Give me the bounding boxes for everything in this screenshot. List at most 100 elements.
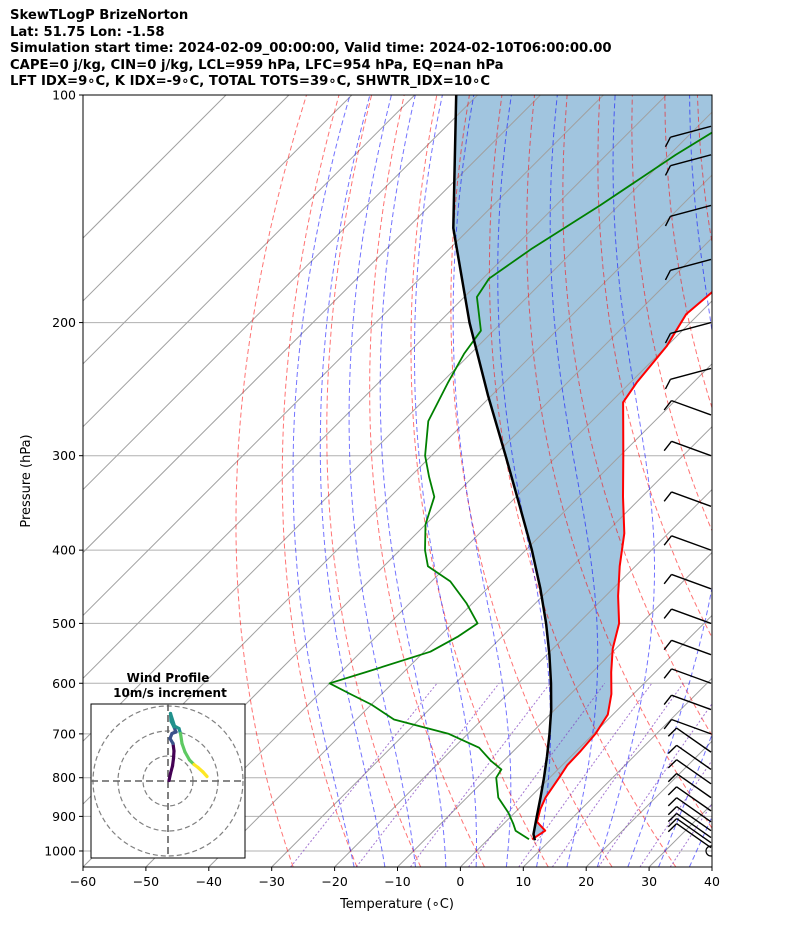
x-tick-label: 30 [641,874,657,889]
wind-barb-shaft [676,806,712,832]
indices-line-2: LFT IDX=9∘C, K IDX=-9∘C, TOTAL TOTS=39∘C… [10,74,491,90]
wind-barb-flag [663,574,673,585]
wind-barb [667,727,712,753]
isotherm [83,111,712,742]
wind-barb [667,797,712,823]
location-line: Lat: 51.75 Lon: -1.58 [10,24,165,40]
wind-barb-flag [663,668,673,679]
x-tick-label: −10 [384,874,410,889]
y-tick-label: 300 [52,448,76,463]
wind-barb [664,125,712,148]
wind-barb-flag [663,719,673,730]
dry-adiabat [326,95,422,867]
wind-barb [664,367,712,390]
moist-adiabat [414,95,477,867]
wind-barb-flag [663,608,673,619]
wind-barb-shaft [676,786,712,812]
wind-barb-flag [664,379,672,390]
y-axis-ticks: 1000 900 800 700 600 500 400 300 200 100 [44,88,83,858]
wind-barbs [663,125,712,857]
mixing-ratio-line [409,682,551,867]
wind-barb-flag [667,773,678,783]
mixing-ratio-line [355,682,500,867]
isotherm [334,488,712,867]
dry-adiabat [488,95,677,867]
moist-adiabat [452,95,512,867]
wind-barb-shaft [676,744,712,770]
wind-barb-shaft [670,204,712,218]
time-line: Simulation start time: 2024-02-09_00:00:… [10,41,612,57]
mixing-ratio-line [290,682,438,867]
x-tick-label: −20 [321,874,347,889]
y-tick-label: 800 [52,770,76,785]
wind-barb-flag [663,400,673,411]
wind-barb [663,491,712,507]
wind-barb-shaft [670,154,712,167]
dry-adiabat [410,95,549,867]
y-tick-label: 700 [52,726,76,741]
mixing-ratio-line [597,702,712,867]
chart-title: SkewTLogP BrizeNorton [10,8,189,23]
y-tick-label: 900 [52,809,76,824]
dry-adiabat [526,95,712,829]
wind-barb-flag [664,216,672,227]
isotherm [271,425,712,867]
mixing-ratio-line [468,683,606,867]
wind-barb-flag [667,786,678,796]
wind-barb [667,806,712,832]
dry-adiabat [562,95,712,737]
y-tick-label: 400 [52,543,76,558]
wind-barb-shaft [671,694,712,711]
wind-barb-flag [667,818,678,828]
wind-barb-shaft [670,125,712,138]
wind-barb-shaft [671,573,712,590]
wind-barb-shaft [671,535,712,551]
wind-barb-flag [664,333,672,344]
wind-barb-shaft [671,718,712,735]
wind-barb [664,258,712,281]
hodograph-title: Wind Profile [127,671,210,685]
isotherm [83,95,541,554]
isotherm [83,95,290,302]
isotherm [397,551,712,867]
profile-series [328,95,712,841]
x-axis-label: Temperature (∘C) [339,897,454,912]
moist-adiabat [658,733,712,867]
hodograph-plot [91,704,245,858]
indices-line-1: CAPE=0 j/kg, CIN=0 j/kg, LCL=959 hPa, LF… [10,57,504,73]
dry-adiabat [730,95,794,867]
parcel-line [452,95,553,841]
wind-barb [663,608,712,625]
y-tick-label: 100 [52,88,76,103]
wind-barb-shaft [671,491,712,507]
mixing-ratio-line [518,683,653,867]
hodograph-segment [178,731,184,746]
wind-barb [667,818,712,844]
wind-barb [667,744,712,770]
wind-barb [664,321,712,344]
wind-barb-shaft [670,258,712,271]
dry-adiabat [450,95,613,867]
hodograph-segment [201,770,209,779]
x-tick-label: −30 [259,874,285,889]
wind-barb-shaft [671,399,712,416]
wind-barb [663,535,712,551]
wind-barb-flag [667,823,678,833]
wind-barb-flag [663,491,673,502]
wind-barb-flag [667,797,678,807]
wind-barb [664,154,712,176]
dry-adiabats [235,95,794,867]
wind-barb [667,759,712,785]
y-tick-label: 1000 [44,843,76,858]
isotherm [83,95,353,365]
wind-barb-flag [667,727,678,737]
isotherm [775,95,794,867]
moist-adiabat [292,95,355,867]
isotherm [83,95,227,239]
wind-barb [664,204,712,227]
wind-barb [663,639,712,656]
wind-barb-flag [667,812,678,823]
wind-barb-flag [663,639,673,651]
wind-barb-flag [664,136,672,148]
